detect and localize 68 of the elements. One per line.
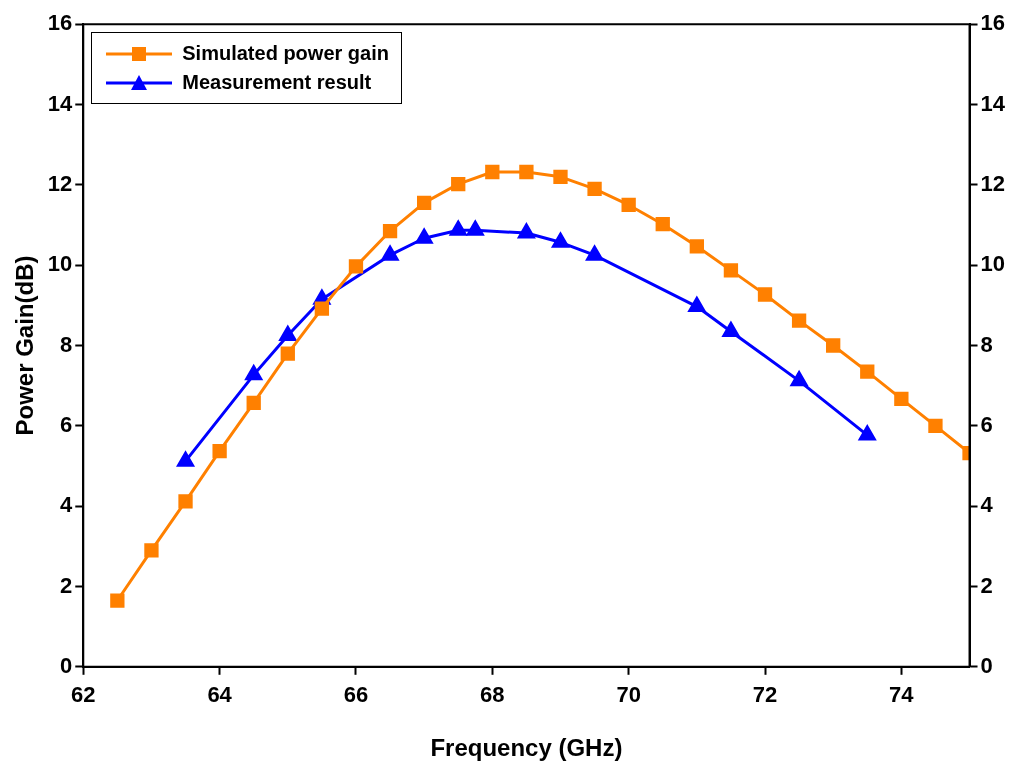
y-tick-label: 16	[47, 10, 73, 36]
point	[928, 418, 943, 433]
y2-tick-label: 2	[980, 572, 993, 598]
point	[791, 313, 807, 328]
point	[519, 164, 534, 180]
point	[553, 169, 568, 184]
point	[415, 228, 433, 244]
point	[894, 391, 909, 407]
point	[688, 297, 706, 313]
point	[722, 321, 740, 337]
point	[466, 220, 484, 236]
point	[485, 164, 500, 180]
point	[314, 301, 330, 316]
y-tick-label: 6	[60, 411, 73, 437]
y2-tick-label: 16	[980, 10, 1006, 36]
point	[178, 494, 193, 509]
point	[655, 217, 670, 232]
y2-tick-label: 8	[980, 331, 993, 357]
point	[689, 239, 704, 254]
point	[723, 263, 739, 278]
y-tick-label: 2	[60, 572, 73, 598]
point	[790, 371, 808, 387]
x-tick-label: 62	[71, 682, 96, 708]
point	[144, 543, 159, 558]
point	[212, 443, 227, 459]
point	[860, 364, 875, 379]
y-tick-label: 8	[60, 331, 73, 357]
point	[381, 245, 399, 261]
y-tick-label: 4	[60, 492, 74, 518]
y-tick-label: 0	[60, 652, 73, 678]
point	[177, 451, 194, 467]
y2-tick-label: 10	[980, 251, 1006, 277]
point	[245, 365, 263, 381]
x-tick-label: 66	[343, 682, 369, 708]
point	[451, 176, 466, 192]
y-tick-label: 12	[47, 170, 73, 196]
point	[279, 325, 297, 341]
y-axis-title: Power Gain(dB)	[11, 255, 39, 436]
point	[586, 245, 603, 261]
x-tick-label: 74	[889, 682, 915, 708]
point	[858, 425, 876, 441]
y2-tick-label: 12	[980, 170, 1006, 196]
legend-label: Simulated power gain	[182, 42, 389, 66]
y2-tick-label: 0	[980, 652, 993, 678]
point	[826, 338, 841, 353]
y2-tick-label: 4	[980, 492, 994, 518]
y2-tick-label: 14	[980, 90, 1006, 116]
point	[382, 223, 398, 239]
legend-label: Measurement result	[182, 71, 372, 95]
point	[552, 232, 569, 248]
point	[757, 287, 773, 302]
y-tick-label: 10	[47, 251, 73, 277]
point	[449, 220, 467, 236]
point	[348, 259, 364, 274]
x-tick-label: 68	[480, 682, 505, 708]
point	[621, 197, 636, 213]
point	[416, 195, 432, 211]
point	[280, 346, 295, 361]
point	[246, 395, 261, 411]
x-tick-label: 64	[207, 682, 233, 708]
x-tick-label: 70	[616, 682, 641, 708]
x-axis-title: Frequency (GHz)	[430, 734, 623, 762]
point	[517, 223, 535, 239]
x-tick-label: 72	[752, 682, 778, 708]
y2-tick-label: 6	[980, 411, 993, 437]
y-tick-label: 14	[47, 90, 74, 116]
point	[110, 593, 125, 608]
point	[587, 181, 602, 197]
